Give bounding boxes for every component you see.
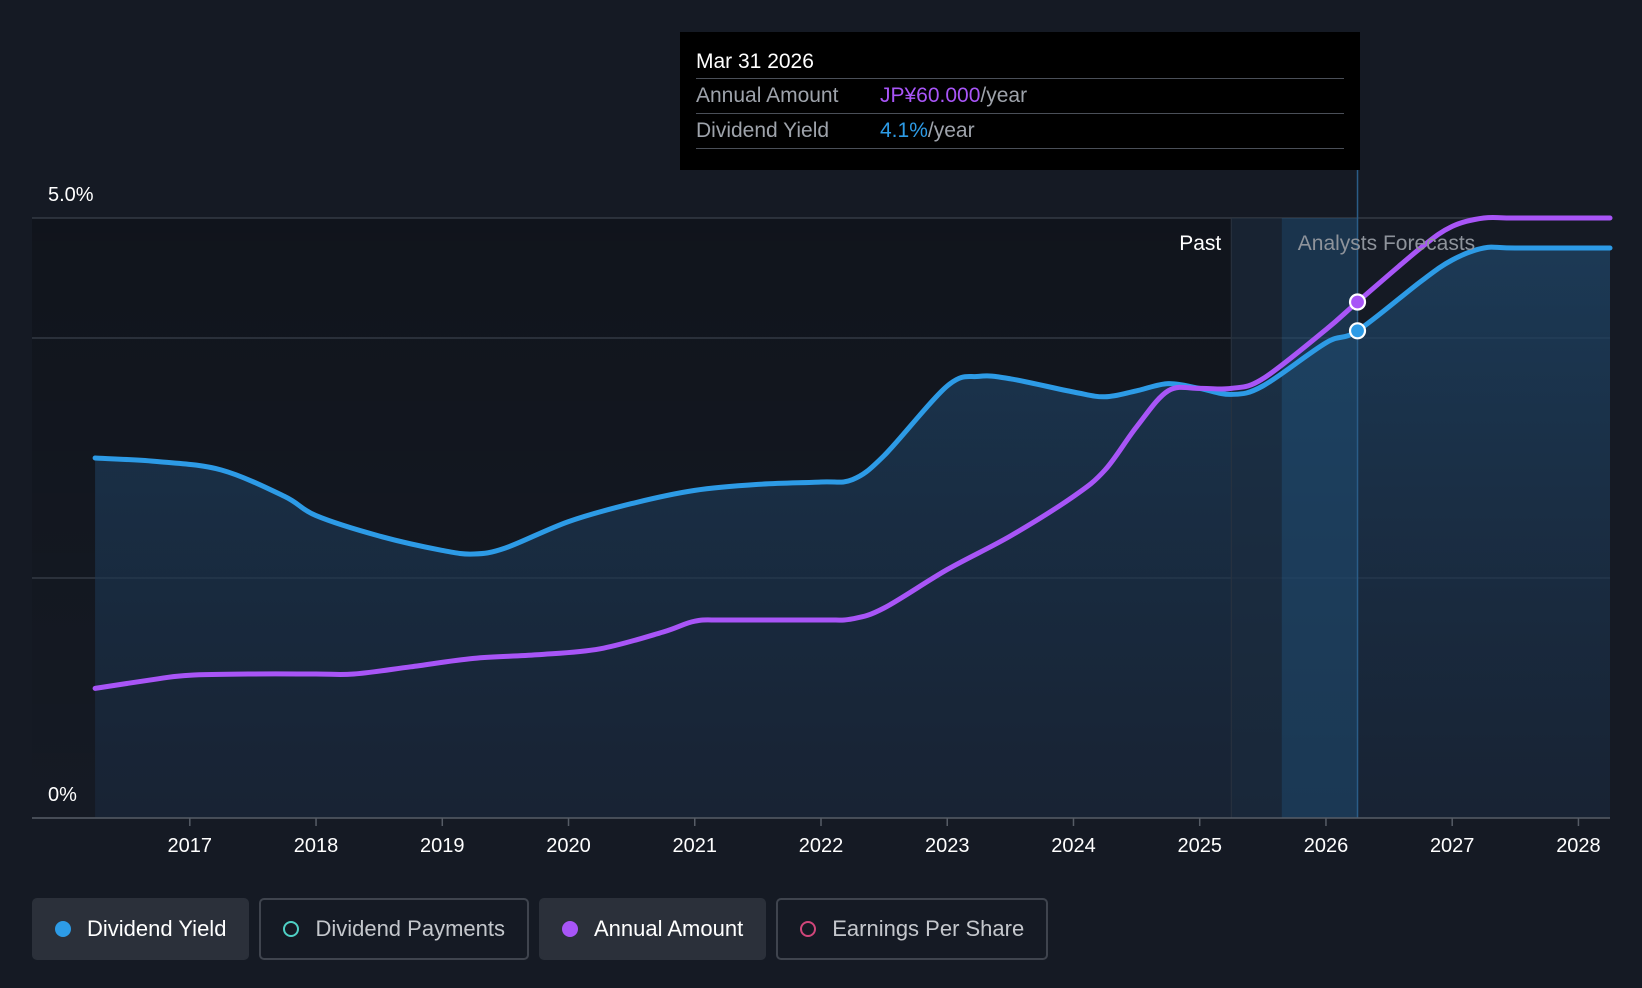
past-label: Past xyxy=(1179,232,1221,255)
x-tick-label: 2026 xyxy=(1304,835,1349,857)
x-tick-label: 2023 xyxy=(925,835,970,857)
x-tick-label: 2028 xyxy=(1556,835,1601,857)
tooltip-row-annual-amount: Annual Amount JP¥60.000 /year xyxy=(696,79,1344,114)
legend-annual-amount-button[interactable]: Annual Amount xyxy=(538,898,767,960)
x-tick-label: 2021 xyxy=(673,835,718,857)
tooltip-row-dividend-yield: Dividend Yield 4.1% /year xyxy=(696,114,1344,149)
legend-dividend-payments-button[interactable]: Dividend Payments xyxy=(259,898,529,960)
analysts-forecasts-label: Analysts Forecasts xyxy=(1298,232,1475,255)
earnings-per-share-ring-icon xyxy=(800,921,817,937)
dividend-yield-line xyxy=(92,244,1613,557)
dividend-yield-marker xyxy=(1348,322,1367,340)
tooltip-dividend-yield-unit: /year xyxy=(927,119,975,142)
legend-earnings-per-share-button[interactable]: Earnings Per Share xyxy=(776,898,1049,960)
annual-amount-marker xyxy=(1348,293,1367,311)
annual-amount-dot-icon xyxy=(561,921,578,937)
dividend-payments-ring-icon xyxy=(283,921,300,937)
legend-dividend-yield-button[interactable]: Dividend Yield xyxy=(32,898,250,960)
tooltip-annual-amount-value: JP¥60.000 xyxy=(880,84,981,107)
tooltip-annual-amount-label: Annual Amount xyxy=(696,84,839,107)
chart-tooltip: Mar 31 2026 Annual Amount JP¥60.000 /yea… xyxy=(680,32,1360,170)
past-forecast-transition-band xyxy=(1231,218,1282,818)
x-tick-label: 2017 xyxy=(168,835,213,857)
tooltip-date: Mar 31 2026 xyxy=(696,46,1344,79)
x-tick-label: 2019 xyxy=(420,835,465,857)
tooltip-dividend-yield-value: 4.1% xyxy=(880,119,928,142)
dividend-yield-dot-icon xyxy=(55,921,71,937)
tooltip-dividend-yield-label: Dividend Yield xyxy=(696,119,830,142)
x-tick-label: 2025 xyxy=(1177,835,1222,857)
legend-earnings-per-share-label: Earnings Per Share xyxy=(832,916,1025,941)
x-tick-label: 2022 xyxy=(799,835,844,857)
x-tick-label: 2024 xyxy=(1051,835,1096,857)
forecast-highlight-band xyxy=(1281,218,1358,818)
x-tick-label: 2020 xyxy=(546,835,591,857)
legend-dividend-payments-label: Dividend Payments xyxy=(315,916,505,941)
y-axis-label: 0% xyxy=(48,784,77,806)
legend-dividend-yield-label: Dividend Yield xyxy=(87,916,227,941)
x-tick-label: 2027 xyxy=(1430,835,1475,857)
legend-annual-amount-label: Annual Amount xyxy=(593,916,744,941)
x-tick-label: 2018 xyxy=(294,835,339,857)
y-axis-label: 5.0% xyxy=(48,184,94,206)
chart-legend: Dividend Yield Dividend Payments Annual … xyxy=(32,898,1049,960)
tooltip-annual-amount-unit: /year xyxy=(980,84,1028,107)
